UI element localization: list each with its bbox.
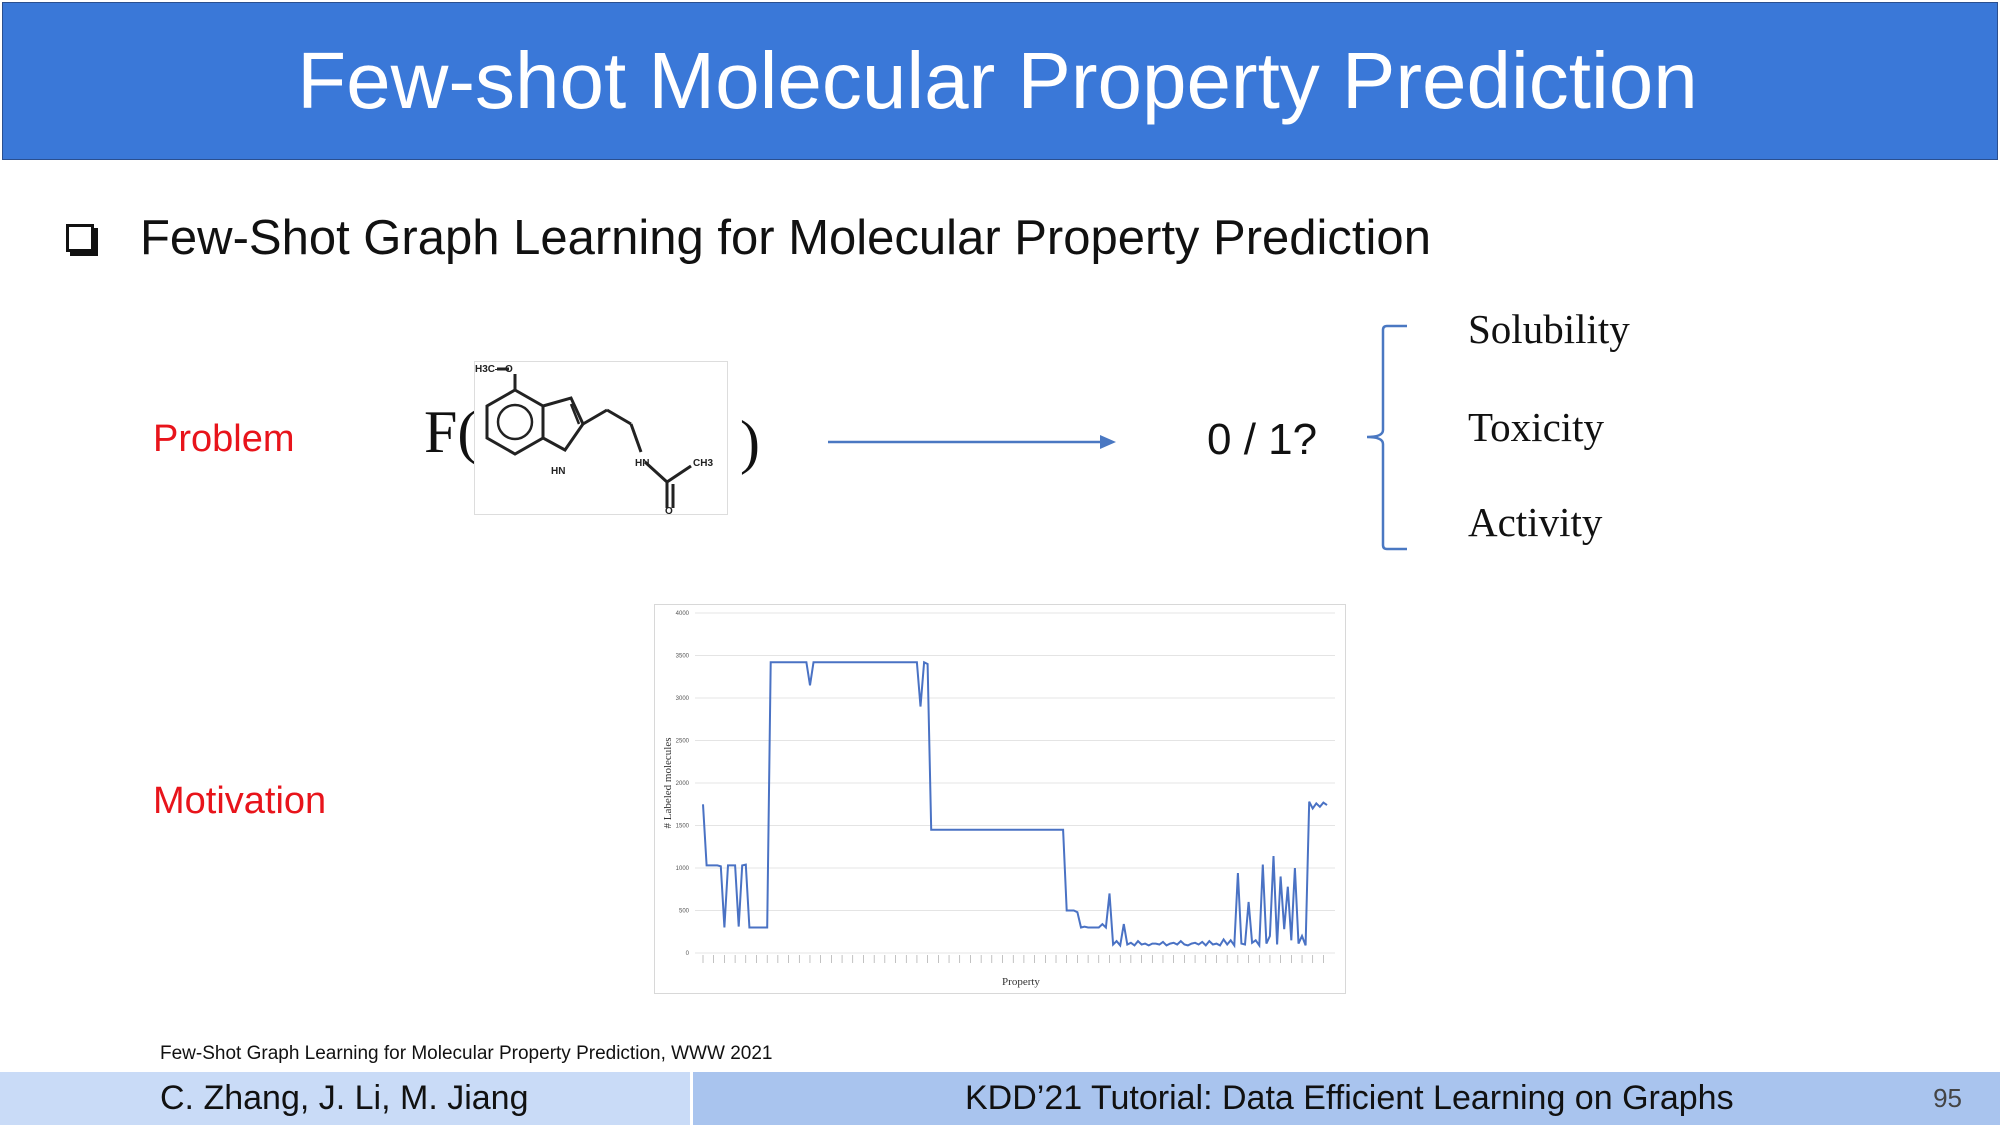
chart-svg: 0 500 1000 1500 2000 2500 3000 3500 4000 # Label…	[662, 611, 1335, 988]
slide-title: Few-shot Molecular Property Prediction	[297, 36, 1698, 125]
chart-y-tick-label: 4000	[676, 611, 690, 617]
chart-y-tick-label: 3000	[676, 696, 690, 702]
footer-tutorial: KDD’21 Tutorial: Data Efficient Learning…	[965, 1079, 1734, 1117]
property-activity: Activity	[1468, 499, 1603, 545]
chart-y-tick-label: 0	[686, 951, 690, 957]
chart-y-tick-label: 2000	[676, 781, 690, 787]
chart-x-label: Property	[1002, 976, 1040, 988]
chart-y-label: # Labeled molecules	[662, 737, 674, 828]
title-bar: Few-shot Molecular Property Prediction	[2, 2, 1998, 160]
labeled-molecules-chart: 0 500 1000 1500 2000 2500 3000 3500 4000 # Label…	[654, 604, 1346, 994]
molecule-structure: H3C—O HN HN CH3 O	[474, 361, 728, 517]
function-close: )	[740, 409, 760, 475]
citation-footnote: Few-Shot Graph Learning for Molecular Pr…	[160, 1043, 773, 1064]
mol-label-amide-ch3: CH3	[693, 458, 713, 469]
footer-authors: C. Zhang, J. Li, M. Jiang	[160, 1079, 529, 1117]
property-toxicity: Toxicity	[1468, 404, 1605, 450]
bullet-item: Few-Shot Graph Learning for Molecular Pr…	[66, 210, 1431, 266]
mol-label-carbonyl-o: O	[665, 506, 673, 514]
chart-y-tick-label: 1000	[676, 866, 690, 872]
property-solubility: Solubility	[1468, 306, 1630, 352]
chart-y-tick-label: 1500	[676, 824, 690, 830]
mol-label-ring-nh: HN	[551, 466, 565, 477]
page-number: 95	[1933, 1083, 1962, 1113]
chart-y-tick-label: 500	[679, 909, 690, 915]
mol-label-methyl-ether: H3C—O	[475, 364, 513, 375]
motivation-label: Motivation	[153, 780, 327, 822]
footer-authors-bar: C. Zhang, J. Li, M. Jiang	[0, 1072, 690, 1125]
binary-output: 0 / 1?	[1207, 415, 1318, 464]
mol-label-amide-nh: HN	[635, 458, 649, 469]
problem-label: Problem	[153, 418, 295, 460]
function-open: F(	[424, 399, 478, 465]
series-line	[702, 660, 1328, 949]
chart-y-tick-label: 2500	[676, 739, 690, 745]
molecule-icon: H3C—O HN HN CH3 O	[475, 364, 713, 517]
curly-brace-icon	[1355, 320, 1415, 560]
checkbox-bullet-icon	[66, 224, 98, 256]
footer-tutorial-bar: KDD’21 Tutorial: Data Efficient Learning…	[693, 1072, 2000, 1125]
bullet-text: Few-Shot Graph Learning for Molecular Pr…	[140, 211, 1431, 265]
arrow-right-icon	[828, 432, 1118, 457]
chart-y-tick-label: 3500	[676, 654, 690, 660]
